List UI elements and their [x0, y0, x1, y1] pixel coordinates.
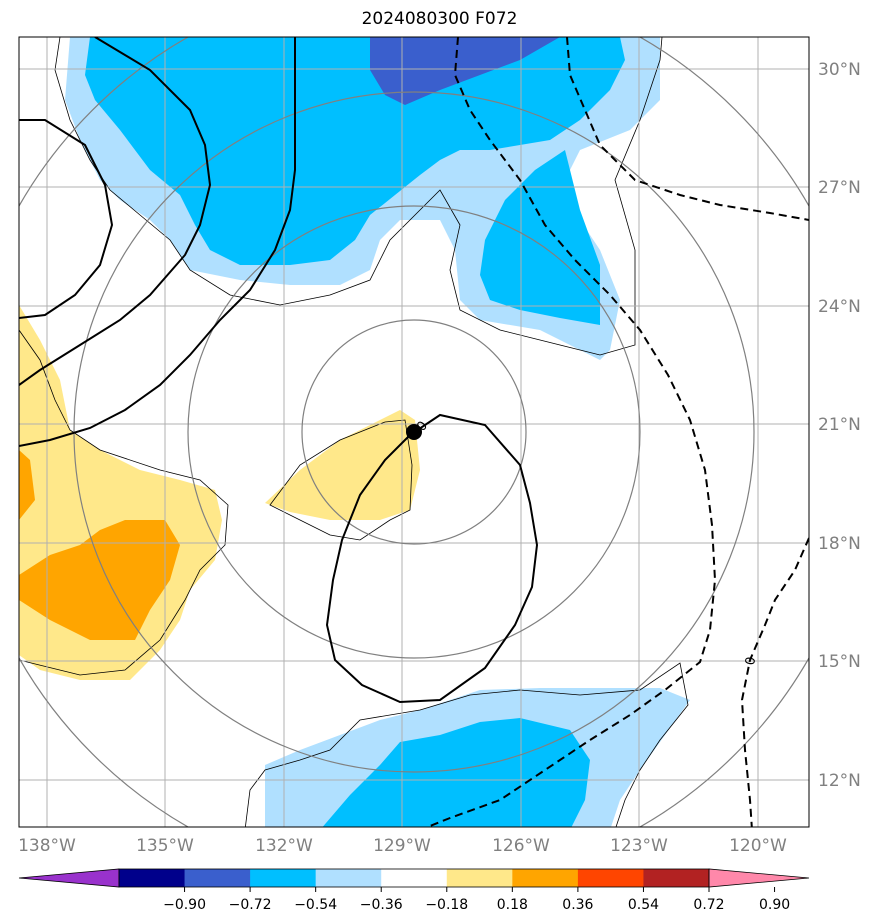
lon-label-126w: 126°W	[492, 836, 550, 856]
latitude-labels: 30°N 27°N 24°N 21°N 18°N 15°N 12°N	[818, 60, 861, 791]
lat-label-18n: 18°N	[818, 534, 861, 554]
colorbar-tick-label: 0.72	[693, 897, 724, 913]
lon-label-132w: 132°W	[255, 836, 313, 856]
negative-region-mid-south	[322, 718, 590, 827]
solid-contours	[19, 37, 539, 704]
lat-label-21n: 21°N	[818, 415, 861, 435]
colorbar-band	[250, 869, 317, 887]
range-ring-2	[187, 205, 641, 659]
colorbar-tick-label: −0.18	[425, 897, 468, 913]
lon-label-123w: 123°W	[610, 836, 668, 856]
colorbar-band	[512, 869, 579, 887]
map-frame	[18, 36, 810, 828]
lat-label-15n: 15°N	[818, 652, 861, 672]
colorbar-tick-label: −0.90	[163, 897, 206, 913]
filled-regions	[19, 37, 690, 827]
colorbar: −0.90 −0.72 −0.54 −0.36 −0.18 0.18 0.36 0.54 0.7…	[18, 868, 810, 913]
colorbar-band	[315, 869, 382, 887]
colorbar-band	[446, 869, 513, 887]
lon-label-120w: 120°W	[729, 836, 787, 856]
colorbar-tick-label: −0.54	[294, 897, 337, 913]
thin-outlines	[19, 37, 689, 827]
lat-label-27n: 27°N	[818, 178, 861, 198]
colorbar-band	[119, 869, 186, 887]
lon-label-138w: 138°W	[18, 836, 76, 856]
range-ring-1	[301, 319, 527, 545]
colorbar-extend-min	[18, 868, 120, 888]
negative-region-mid-north	[85, 37, 625, 265]
map-plot-area: 0 0	[19, 37, 809, 827]
lat-label-24n: 24°N	[818, 297, 861, 317]
colorbar-extend-max	[708, 868, 810, 888]
graticule	[19, 37, 809, 827]
lon-label-135w: 135°W	[136, 836, 194, 856]
lon-label-129w: 129°W	[373, 836, 431, 856]
negative-region-mid-east	[480, 150, 600, 325]
map-title: 2024080300 F072	[361, 9, 518, 29]
colorbar-tick-label: −0.36	[360, 897, 403, 913]
colorbar-band	[643, 869, 710, 887]
lat-label-12n: 12°N	[818, 771, 861, 791]
colorbar-tick-label: 0.54	[628, 897, 659, 913]
colorbar-tick-label: 0.18	[497, 897, 528, 913]
colorbar-tick-label: 0.36	[562, 897, 593, 913]
colorbar-tick-label: 0.90	[759, 897, 790, 913]
longitude-labels: 138°W 135°W 132°W 129°W 126°W 123°W 120°…	[18, 836, 787, 856]
colorbar-band	[381, 869, 448, 887]
positive-region-west-orange-edge	[19, 450, 35, 520]
negative-region-dark	[370, 37, 560, 105]
lat-label-30n: 30°N	[818, 60, 861, 80]
colorbar-band	[184, 869, 251, 887]
colorbar-band	[577, 869, 644, 887]
positive-region-center	[265, 410, 420, 520]
storm-center-marker	[406, 424, 422, 440]
colorbar-outline	[118, 868, 710, 888]
colorbar-tick-label: −0.72	[229, 897, 272, 913]
range-rings	[19, 37, 809, 827]
positive-region-west-orange	[19, 520, 180, 640]
contour-label-zero-east: 0	[743, 656, 759, 667]
dashed-contours	[424, 37, 809, 827]
